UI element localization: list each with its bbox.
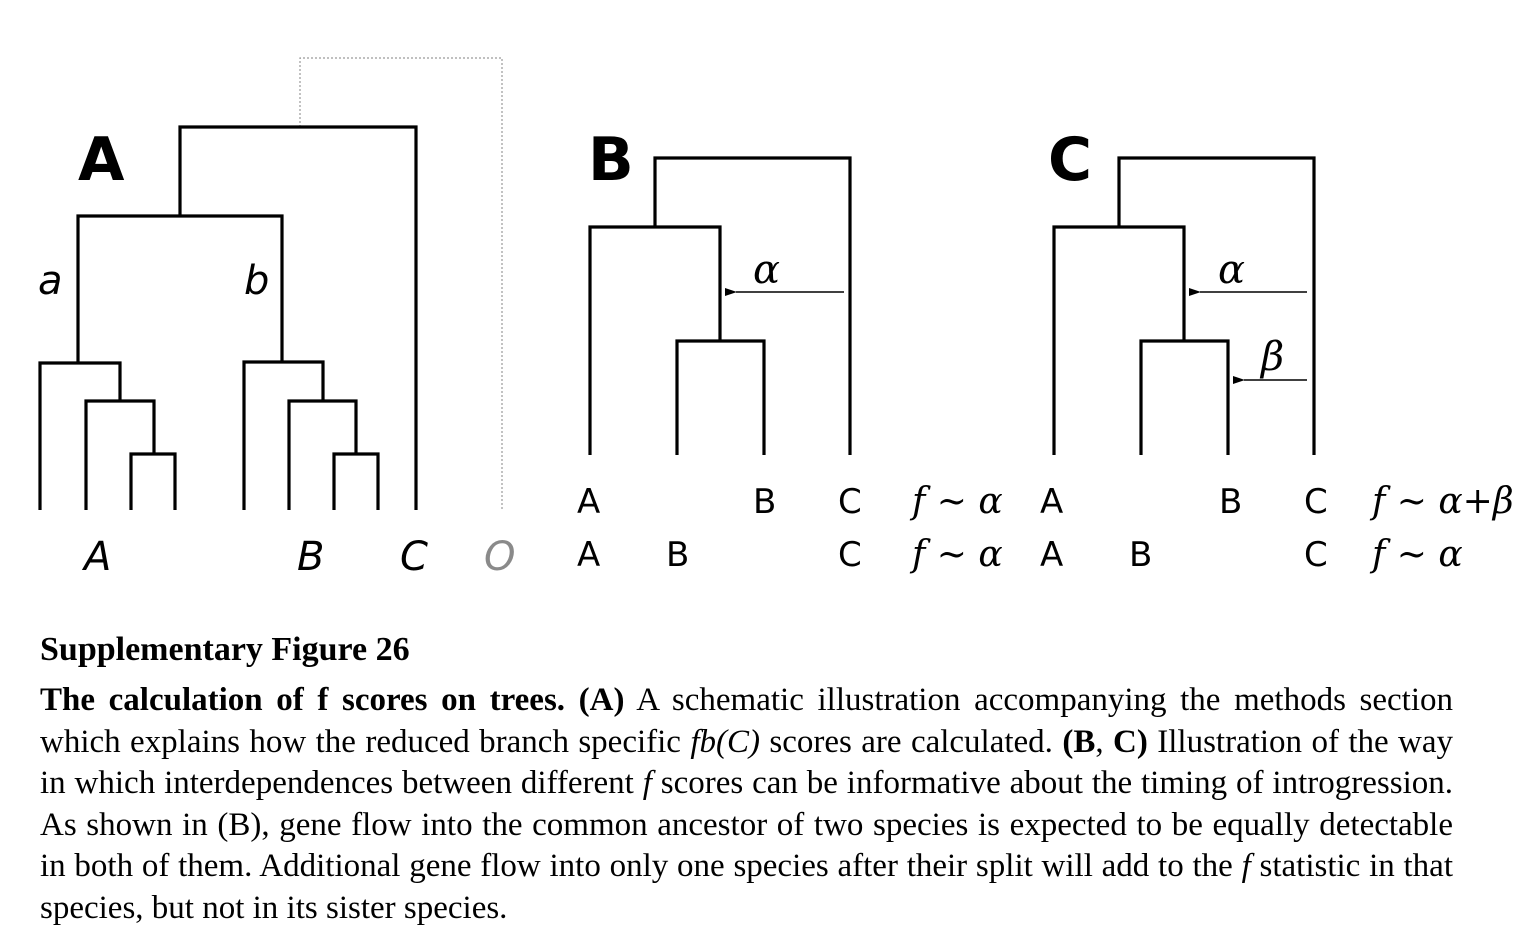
a-subtree-2: [84, 399, 156, 510]
row2-tip-b: B: [666, 535, 689, 575]
alpha-label: α: [1218, 247, 1245, 293]
row1-f-score: f ~ α: [909, 481, 1003, 522]
row1-tip-b: B: [753, 482, 776, 522]
caption-text-1: A schematic illustration accompanying th…: [40, 682, 1454, 760]
root-branch: [178, 125, 418, 510]
outgroup-branch: [299, 57, 503, 510]
beta-label: β: [1259, 334, 1284, 380]
caption-text-5: statistic in that species, but not in it…: [40, 848, 1453, 926]
b-subtree-2: [287, 399, 358, 510]
inner-branch-b: [588, 225, 722, 455]
tip-label-a: A: [81, 534, 111, 580]
alpha-label: α: [753, 247, 780, 293]
label-b: B: [1073, 723, 1096, 760]
b-subtree-1: [242, 360, 325, 510]
tip-label-b: B: [297, 534, 324, 580]
row2-f-score: f ~ α: [909, 534, 1003, 575]
row1-f-score: f ~ α+β: [1369, 481, 1514, 522]
row2-tip-a: A: [1040, 535, 1063, 575]
caption-text-4: scores can be informative about the timi…: [40, 765, 1453, 885]
ab-split-branch: [76, 214, 284, 363]
caption-text-3: Illustration of the way in which interde…: [40, 723, 1454, 802]
label-a: (A): [578, 682, 625, 718]
root-branch-b: [653, 156, 852, 455]
panel-a-tree: A a b A B C O: [38, 57, 515, 580]
label-comma: ,: [1095, 723, 1113, 760]
caption-heading: Supplementary Figure 26: [40, 631, 410, 668]
row2-tip-c: C: [1304, 535, 1328, 575]
caption-title: The calculation of f scores on trees.: [40, 682, 566, 718]
row2-tip-b: B: [1129, 535, 1152, 575]
figure-panels: A a b A B C O B α A B C f ~ α A B C: [38, 57, 1514, 580]
figure-caption: Supplementary Figure 26 The calculation …: [40, 630, 1453, 930]
row2-tip-c: C: [838, 535, 862, 575]
fb-symbol: fb(C): [690, 723, 761, 760]
label-bc-close: ): [1136, 723, 1148, 760]
f-symbol: f: [1241, 848, 1251, 885]
inner-branch-c: [1052, 225, 1186, 455]
a-subtree-3: [129, 452, 177, 510]
row1-tip-b: B: [1219, 482, 1242, 522]
branch-label-a: a: [38, 258, 63, 304]
branch-label-b: b: [244, 258, 269, 304]
panel-b-letter: B: [588, 125, 634, 195]
row2-tip-a: A: [577, 535, 600, 575]
b-subtree-3: [332, 452, 380, 510]
split-branch-c: [1139, 339, 1230, 455]
caption-text-2: scores are calculated.: [760, 723, 1063, 760]
label-c: C: [1113, 723, 1137, 760]
root-branch-c: [1117, 156, 1316, 455]
row2-f-score: f ~ α: [1369, 534, 1463, 575]
row1-tip-c: C: [838, 482, 862, 522]
tip-label-o: O: [484, 534, 515, 580]
panel-c-tree: C α β A B C f ~ α+β A B C f ~ α: [1040, 125, 1514, 575]
label-bc-open: (: [1062, 723, 1074, 760]
row1-tip-a: A: [577, 482, 600, 522]
a-subtree-1: [38, 361, 122, 510]
f-symbol: f: [642, 765, 652, 802]
row1-tip-a: A: [1040, 482, 1063, 522]
caption-body: The calculation of f scores on trees. (A…: [40, 680, 1453, 930]
row1-tip-c: C: [1304, 482, 1328, 522]
panel-c-letter: C: [1048, 125, 1092, 195]
split-branch-b: [675, 339, 766, 455]
panel-b-tree: B α A B C f ~ α A B C f ~ α: [577, 125, 1003, 575]
panel-a-letter: A: [78, 125, 125, 195]
tip-label-c: C: [400, 534, 428, 580]
